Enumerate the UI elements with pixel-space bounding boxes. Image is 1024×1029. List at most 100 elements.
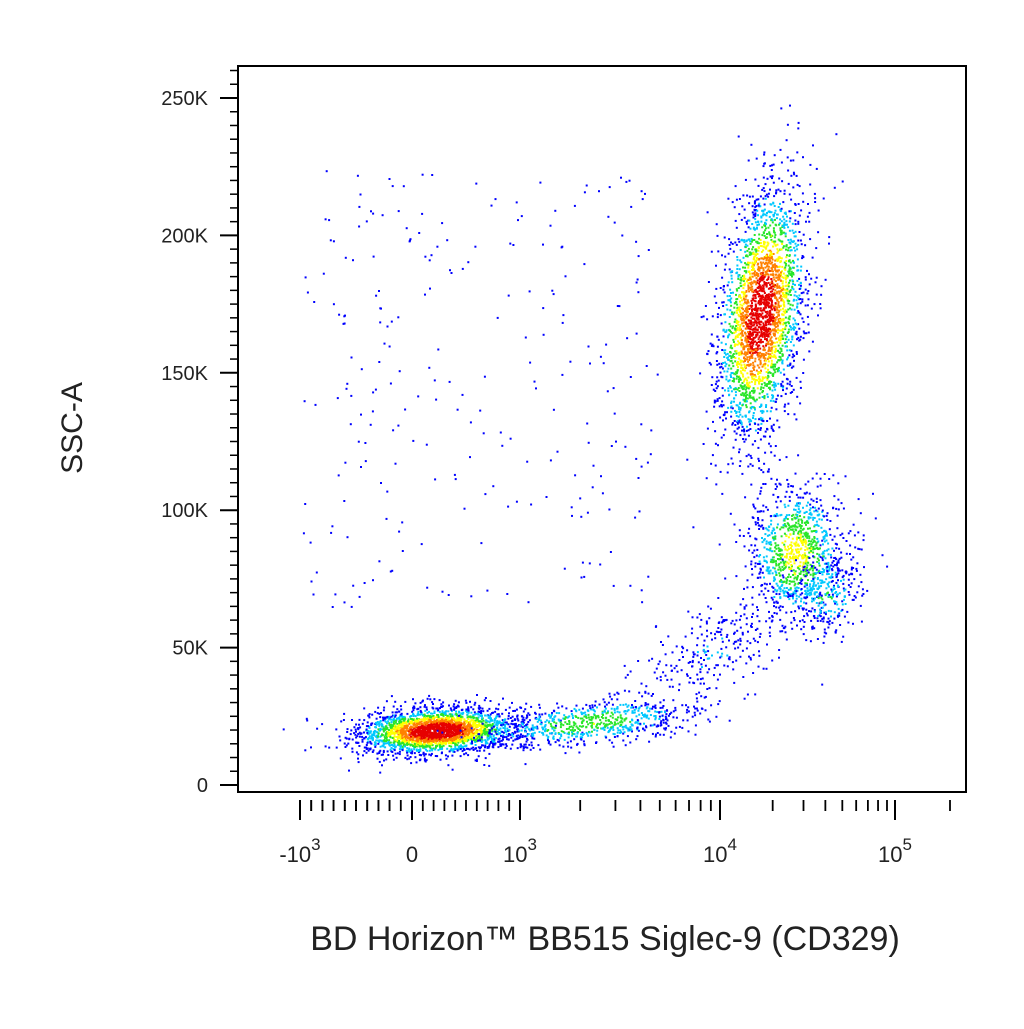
event-dot xyxy=(488,737,491,740)
event-dot xyxy=(785,293,788,296)
event-dot xyxy=(787,239,790,241)
event-dot xyxy=(770,286,773,289)
event-dot xyxy=(475,740,478,743)
event-dot xyxy=(346,731,349,733)
event-dot xyxy=(764,195,767,198)
event-dot xyxy=(439,733,442,736)
event-dot xyxy=(750,340,753,343)
event-dot xyxy=(434,737,437,740)
event-dot xyxy=(428,744,431,747)
event-dot xyxy=(717,250,720,253)
event-dot xyxy=(781,318,784,321)
event-dot xyxy=(516,717,519,720)
event-dot xyxy=(446,714,449,717)
event-dot xyxy=(367,733,370,736)
event-dot xyxy=(763,151,766,154)
event-dot xyxy=(654,716,657,719)
event-dot xyxy=(382,749,385,752)
event-dot xyxy=(746,379,749,382)
event-dot xyxy=(439,707,441,710)
event-dot xyxy=(523,735,526,738)
event-dot xyxy=(750,321,753,323)
event-dot xyxy=(568,732,570,735)
event-dot xyxy=(461,750,464,753)
event-dot xyxy=(723,356,726,358)
event-dot xyxy=(458,731,461,734)
event-dot xyxy=(738,213,741,216)
event-dot xyxy=(609,721,612,724)
event-dot xyxy=(790,366,793,369)
event-dot xyxy=(790,308,793,311)
event-dot xyxy=(556,738,559,741)
event-dot xyxy=(741,304,744,307)
event-dot xyxy=(462,737,465,739)
event-dot xyxy=(485,721,488,724)
event-dot xyxy=(453,703,456,706)
event-dot xyxy=(810,307,813,310)
event-dot xyxy=(736,289,739,292)
event-dot xyxy=(770,278,773,281)
event-dot xyxy=(421,724,424,727)
event-dot xyxy=(402,733,405,736)
event-dot xyxy=(465,744,468,747)
event-dot xyxy=(498,737,501,740)
event-dot xyxy=(573,738,576,741)
event-dot xyxy=(579,736,582,739)
event-dot xyxy=(438,742,440,745)
event-dot xyxy=(385,732,387,735)
event-dot xyxy=(446,739,449,742)
event-dot xyxy=(474,719,477,722)
event-dot xyxy=(490,740,492,743)
event-dot xyxy=(621,721,624,724)
event-dot xyxy=(404,721,407,724)
event-dot xyxy=(558,719,561,722)
event-dot xyxy=(752,336,755,339)
event-dot xyxy=(405,739,408,742)
event-dot xyxy=(767,356,770,359)
event-dot xyxy=(500,744,503,747)
event-dot xyxy=(769,323,772,326)
event-dot xyxy=(753,317,756,320)
event-dot xyxy=(457,701,460,704)
event-dot xyxy=(753,336,756,339)
event-dot xyxy=(572,730,575,733)
event-dot xyxy=(430,752,433,755)
event-dot xyxy=(407,720,410,723)
event-dot xyxy=(720,365,723,368)
event-dot xyxy=(386,727,389,729)
event-dot xyxy=(502,727,505,729)
event-dot xyxy=(438,710,441,713)
event-dot xyxy=(508,706,511,709)
event-dot xyxy=(776,248,779,251)
event-dot xyxy=(455,738,458,741)
event-dot xyxy=(394,714,397,717)
event-dot xyxy=(782,319,785,322)
event-dot xyxy=(425,744,428,747)
event-dot xyxy=(419,713,421,716)
event-dot xyxy=(759,416,762,419)
event-dot xyxy=(481,707,484,710)
event-dot xyxy=(576,735,578,738)
event-dot xyxy=(486,742,489,745)
event-dot xyxy=(473,736,475,739)
event-dot xyxy=(371,734,374,736)
event-dot xyxy=(745,313,748,316)
event-dot xyxy=(579,737,582,740)
event-dot xyxy=(608,729,611,732)
event-dot xyxy=(751,285,754,288)
event-dot xyxy=(740,345,743,348)
event-dot xyxy=(424,760,427,763)
event-dot xyxy=(775,408,778,411)
event-dot xyxy=(482,744,484,747)
event-dot xyxy=(631,719,634,722)
event-dot xyxy=(653,715,656,718)
event-dot xyxy=(733,331,736,334)
event-dot xyxy=(748,394,751,397)
event-dot xyxy=(431,712,434,715)
event-dot xyxy=(478,749,481,752)
event-dot xyxy=(797,127,800,130)
event-dot xyxy=(445,717,448,719)
event-dot xyxy=(622,728,625,731)
event-dot xyxy=(765,333,768,336)
event-dot xyxy=(748,359,751,361)
